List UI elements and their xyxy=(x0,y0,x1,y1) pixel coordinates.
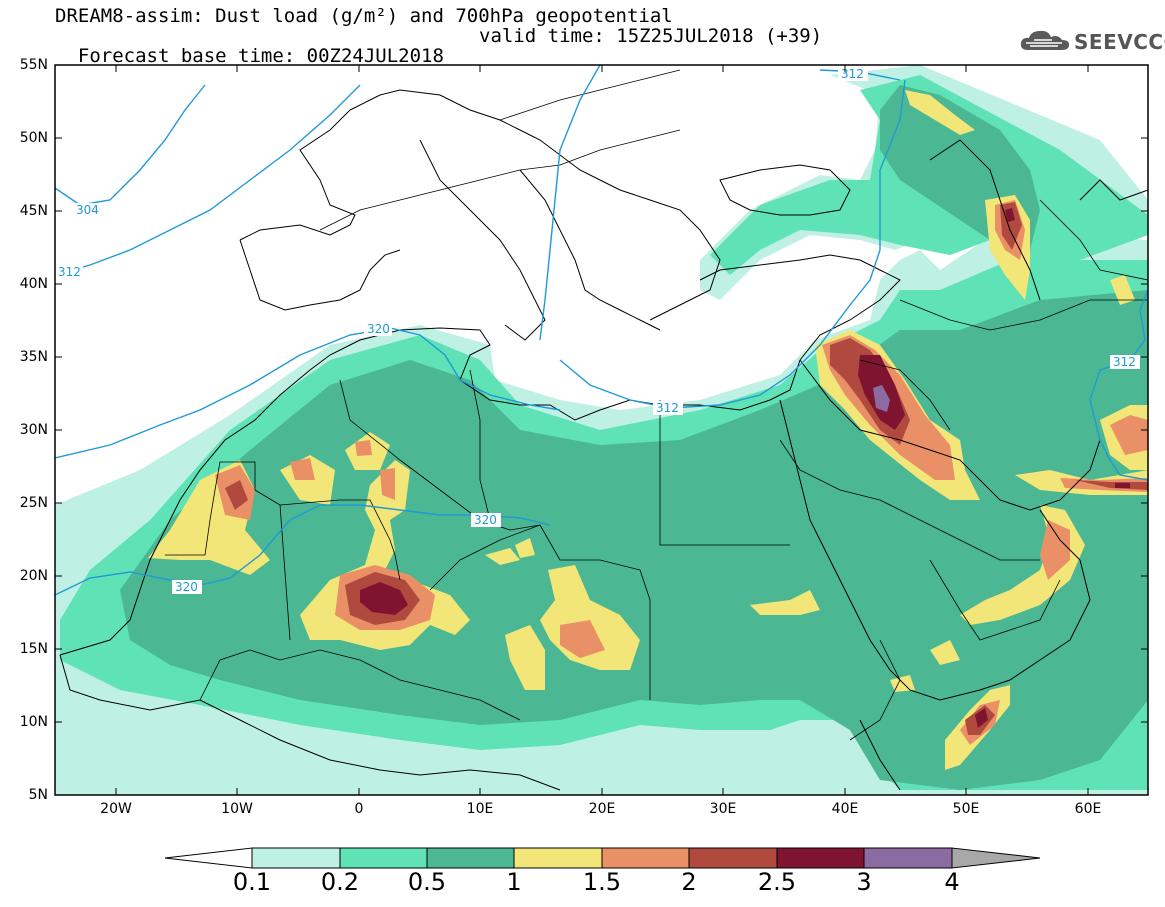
country-borders xyxy=(165,69,1148,741)
colorbar-label: 0.1 xyxy=(232,868,272,896)
lon-label: 10W xyxy=(221,801,253,817)
contour-312-west xyxy=(55,84,361,276)
lon-label: 40E xyxy=(831,801,859,817)
colorbar-swatch xyxy=(513,847,603,869)
lon-label: 60E xyxy=(1074,801,1102,817)
colorbar-label: 0.2 xyxy=(320,868,360,896)
contour-label-group: 304 312 320 320 320 312 312 312 xyxy=(55,67,1140,594)
colorbar-swatch xyxy=(601,847,690,869)
lat-label: 15N xyxy=(19,641,48,657)
contour-label: 304 xyxy=(76,203,99,217)
lat-label: 40N xyxy=(19,276,48,292)
map-title: DREAM8-assim: Dust load (g/m²) and 700hP… xyxy=(55,5,673,27)
contour-312-farEast xyxy=(1089,289,1148,481)
lat-label: 35N xyxy=(19,349,48,365)
contour-312-east xyxy=(559,79,906,409)
colorbar-over-arrow xyxy=(951,847,1041,869)
contour-label: 312 xyxy=(1113,355,1136,369)
map-subtitle: Forecast base time: 00Z24JUL2018 valid t… xyxy=(55,26,822,86)
colorbar-label: 2 xyxy=(681,868,697,896)
forecast-base-time: Forecast base time: 00Z24JUL2018 xyxy=(77,45,444,67)
valid-time: valid time: 15Z25JUL2018 (+39) xyxy=(479,25,823,47)
colorbar-label: 3 xyxy=(856,868,872,896)
dust-field xyxy=(55,65,1148,795)
colorbar-label: 1.5 xyxy=(582,868,622,896)
lon-label: 50E xyxy=(952,801,980,817)
logo-text: SEEVCCC xyxy=(1074,30,1165,54)
lat-label: 10N xyxy=(19,714,48,730)
lat-label: 20N xyxy=(19,568,48,584)
contour-label: 320 xyxy=(367,322,390,336)
colorbar-swatch xyxy=(776,847,865,869)
lon-label: 20W xyxy=(100,801,132,817)
lon-label: 30E xyxy=(709,801,737,817)
colorbar-under-arrow xyxy=(164,847,253,869)
colorbar-label: 4 xyxy=(944,868,960,896)
contour-label: 312 xyxy=(58,265,81,279)
colorbar-swatch xyxy=(688,847,778,869)
colorbar-label: 1 xyxy=(506,868,522,896)
contour-label: 320 xyxy=(474,513,497,527)
colorbar-label: 2.5 xyxy=(757,868,797,896)
colorbar xyxy=(164,847,1041,869)
contour-label: 312 xyxy=(656,401,679,415)
colorbar-swatch xyxy=(339,847,428,869)
colorbar-swatch xyxy=(863,847,953,869)
contour-label: 320 xyxy=(175,580,198,594)
colorbar-label: 0.5 xyxy=(407,868,447,896)
dust-level-3 xyxy=(873,385,890,412)
contour-320-south xyxy=(55,504,551,596)
contour-312-central xyxy=(539,65,601,341)
lat-label: 25N xyxy=(19,495,48,511)
lat-label: 50N xyxy=(19,130,48,146)
lat-label: 5N xyxy=(28,787,48,803)
colorbar-swatch xyxy=(251,847,341,869)
lat-label: 30N xyxy=(19,422,48,438)
seevccc-logo: SEEVCCC xyxy=(1018,28,1165,54)
lat-label: 55N xyxy=(19,57,48,73)
contour-label: 312 xyxy=(841,67,864,81)
coastlines xyxy=(59,89,1148,791)
lat-label: 45N xyxy=(19,203,48,219)
lon-label: 0 xyxy=(354,801,364,817)
lon-label: 10E xyxy=(466,801,494,817)
lon-label: 20E xyxy=(588,801,616,817)
colorbar-swatch xyxy=(426,847,515,869)
cloud-icon xyxy=(1020,30,1070,50)
contour-304 xyxy=(55,84,206,206)
axis-ticks xyxy=(55,64,1148,795)
